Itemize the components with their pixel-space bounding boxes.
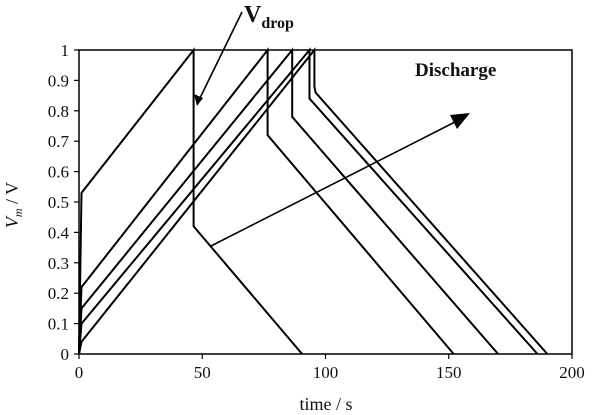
vdrop-label-sub: drop <box>261 15 294 32</box>
series-line-4 <box>78 47 539 355</box>
y-tick-label: 0.6 <box>48 163 69 182</box>
y-tick-label: 0.2 <box>48 284 69 303</box>
y-tick-label: 0.9 <box>48 71 69 90</box>
x-tick-label: 200 <box>559 363 585 382</box>
y-tick-label: 0.7 <box>48 132 70 151</box>
y-tick-label: 0 <box>61 345 70 364</box>
tick-layer: 0 0.1 0.2 0.3 0.4 0.5 0.6 0.7 0.8 0.9 1 0 50 100 150 20… <box>48 41 585 382</box>
series-line-1 <box>78 47 303 355</box>
y-tick-label: 1 <box>61 41 70 60</box>
discharge-arrow-head <box>450 113 470 129</box>
x-tick-label: 150 <box>436 363 462 382</box>
x-tick-label: 0 <box>75 363 84 382</box>
vdrop-label-main: V <box>244 2 262 28</box>
y-tick-label: 0.1 <box>48 315 69 334</box>
series-layer <box>78 47 549 355</box>
x-tick-label: 100 <box>313 363 339 382</box>
vdrop-label: Vdrop <box>244 2 294 32</box>
y-axis-title-unit: / V <box>2 182 22 209</box>
series-line-5 <box>78 47 549 355</box>
y-tick-label: 0.3 <box>48 254 69 273</box>
vdrop-arrow-shaft <box>198 11 243 101</box>
vdrop-arrow-head <box>194 94 203 106</box>
x-axis-title: time / s <box>300 394 353 414</box>
discharge-label: Discharge <box>415 60 496 81</box>
series-line-3 <box>78 47 499 355</box>
discharge-arrow <box>210 113 470 247</box>
y-axis-title-sub: m <box>11 208 25 217</box>
discharge-arrow-shaft <box>210 121 456 247</box>
series-line-2 <box>78 47 455 355</box>
x-tick-label: 50 <box>194 363 211 382</box>
y-axis-title-main: V <box>2 215 22 228</box>
y-tick-label: 0.4 <box>48 223 70 242</box>
y-axis-title: Vm / V <box>2 182 25 228</box>
y-tick-label: 0.8 <box>48 102 69 121</box>
vdrop-arrow <box>194 11 243 106</box>
y-tick-label: 0.5 <box>48 193 69 212</box>
